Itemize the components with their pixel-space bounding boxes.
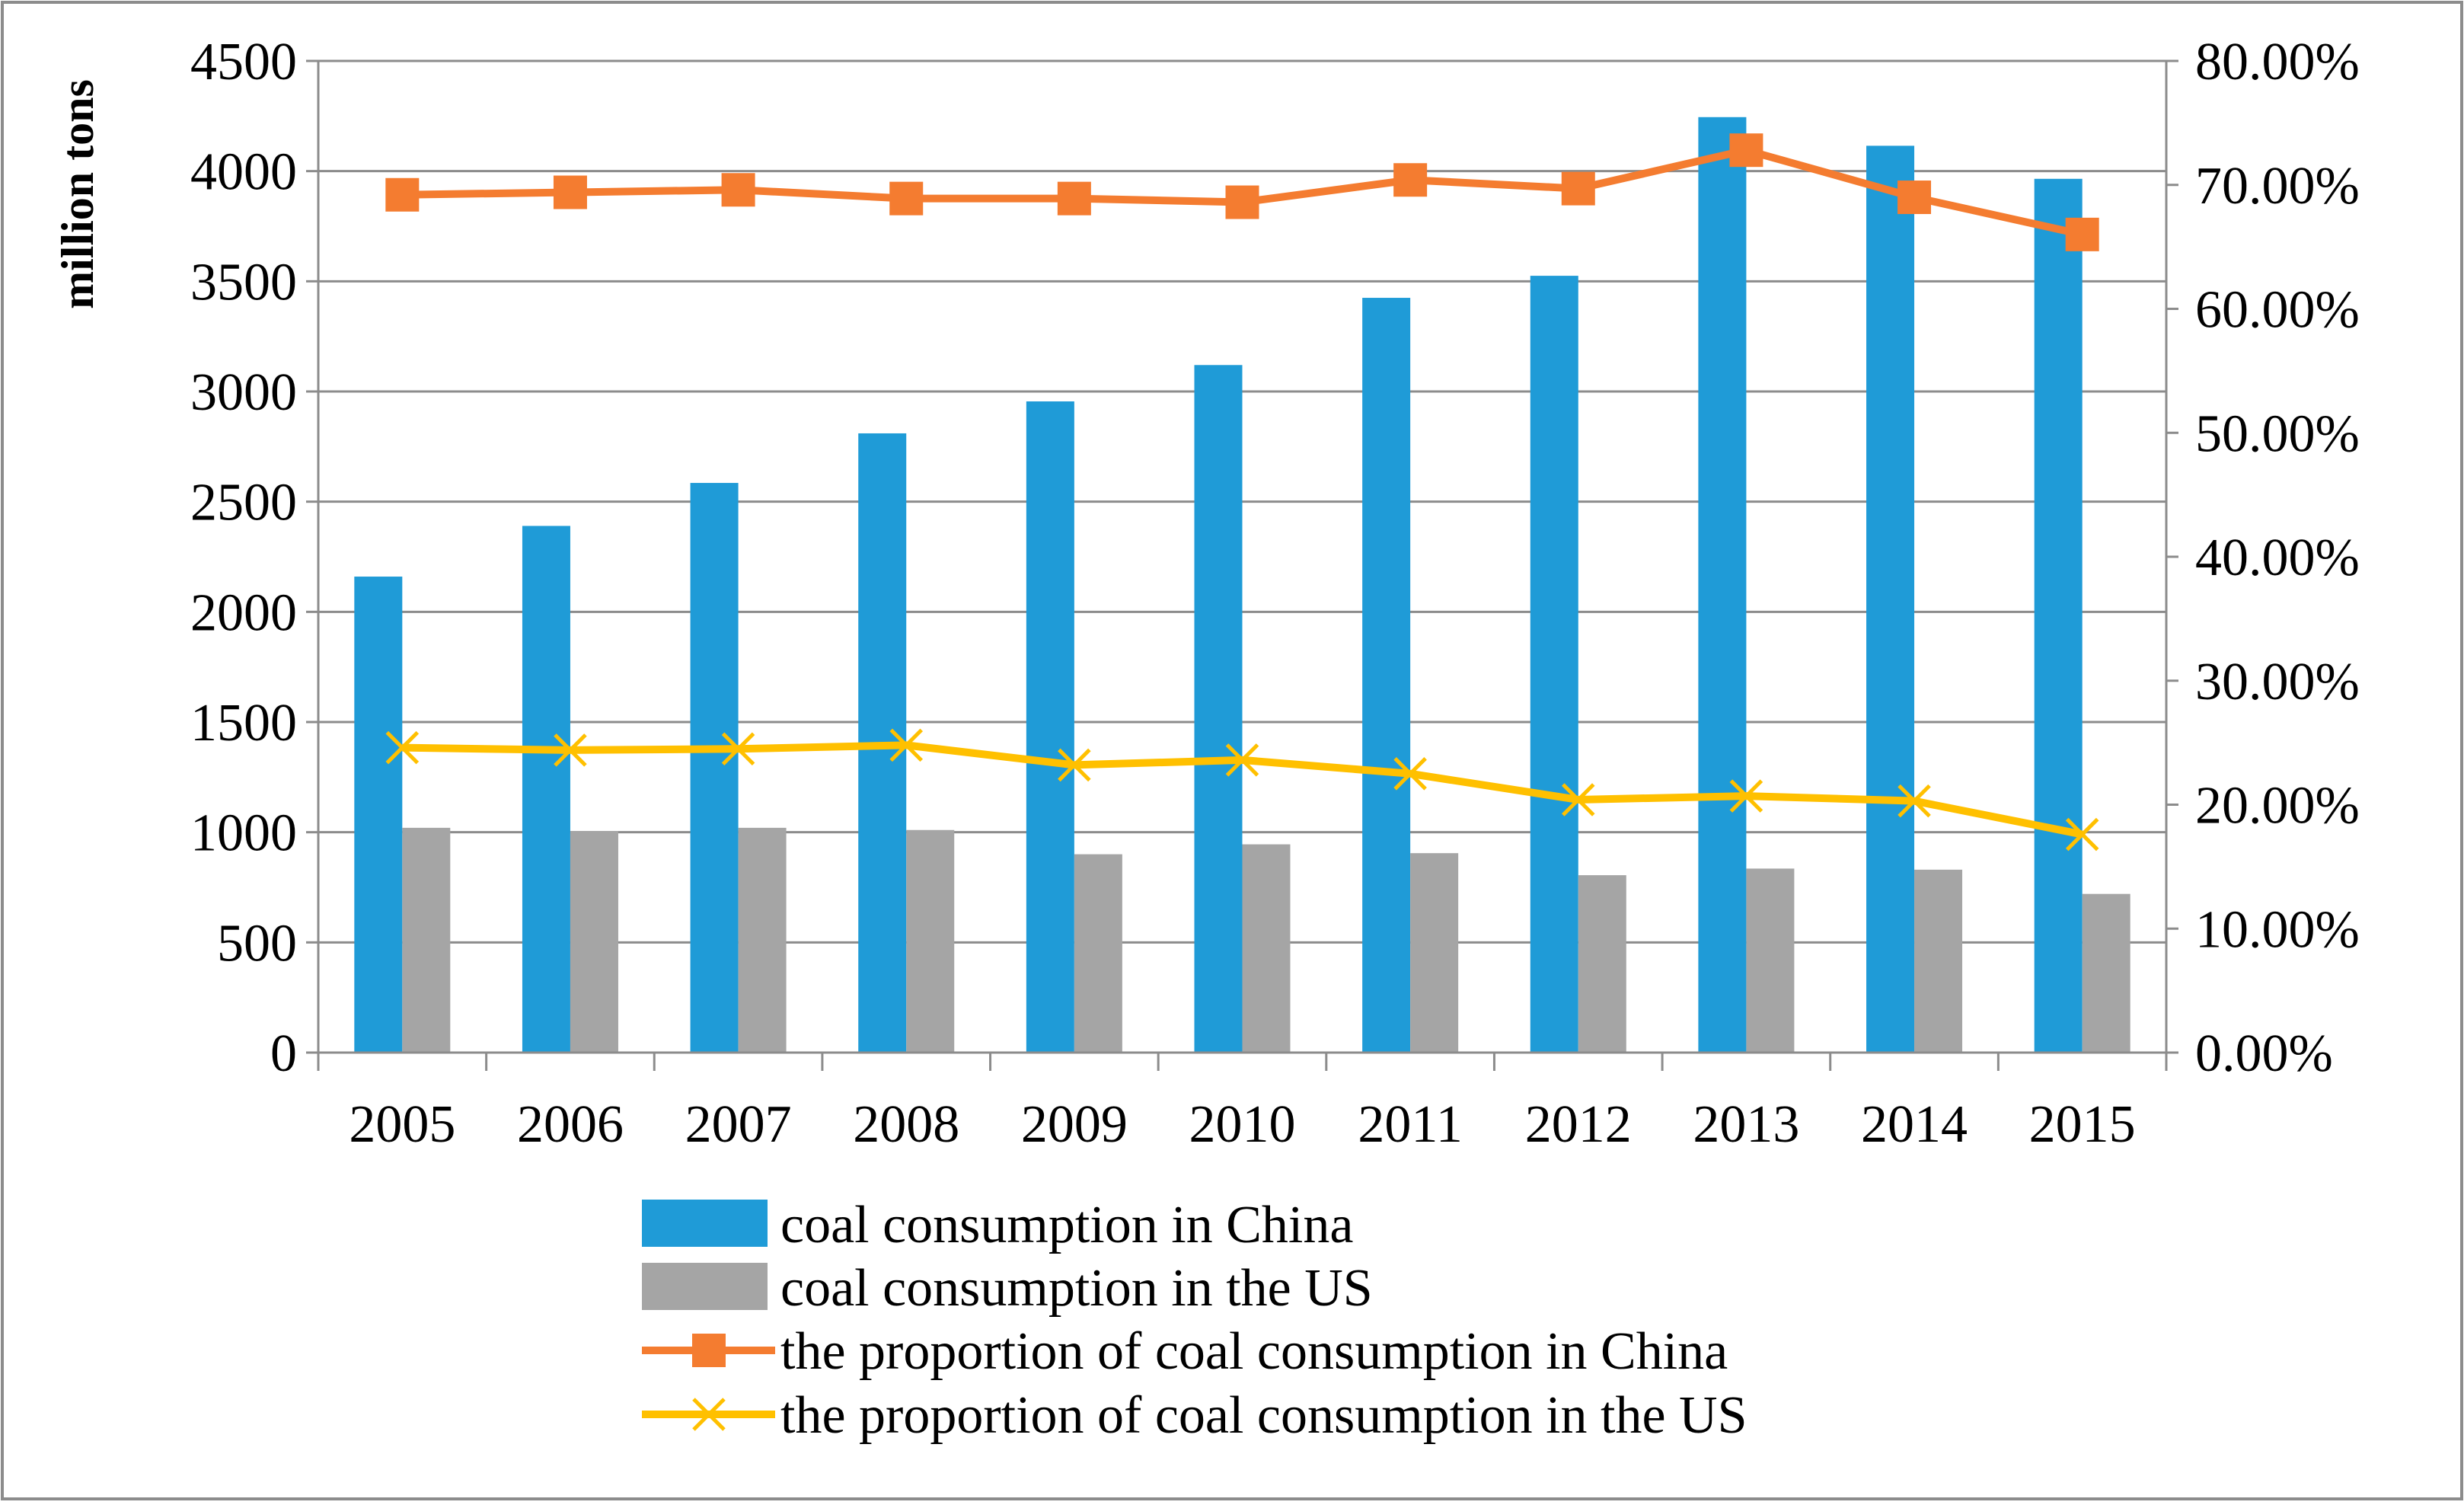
y-left-tick-label: 2000 xyxy=(190,583,297,642)
marker-china-proportion xyxy=(2065,217,2099,251)
y-right-tick-label: 20.00% xyxy=(2195,777,2360,836)
bar-china xyxy=(1530,276,1578,1053)
x-tick-label: 2015 xyxy=(2029,1095,2136,1154)
x-tick-label: 2012 xyxy=(1525,1095,1632,1154)
bar-us xyxy=(1578,875,1626,1053)
x-tick-label: 2009 xyxy=(1021,1095,1128,1154)
bar-china xyxy=(354,577,403,1053)
bar-us xyxy=(906,829,955,1053)
marker-china-proportion xyxy=(385,177,420,212)
marker-us-proportion xyxy=(1225,743,1259,777)
bar-china xyxy=(1194,365,1243,1053)
y-right-tick-label: 60.00% xyxy=(2195,281,2360,340)
bar-us xyxy=(1242,844,1291,1053)
y-left-tick-label: 3000 xyxy=(190,363,297,422)
marker-china-proportion xyxy=(1897,181,1932,215)
x-tick-label: 2005 xyxy=(349,1095,455,1154)
bar-us xyxy=(1914,869,1963,1053)
bar-us xyxy=(1410,853,1459,1053)
legend-marker xyxy=(692,1334,726,1367)
marker-china-proportion xyxy=(1225,185,1259,219)
bar-china xyxy=(1026,401,1074,1053)
x-tick-label: 2013 xyxy=(1693,1095,1799,1154)
marker-us-proportion xyxy=(721,732,755,766)
marker-china-proportion xyxy=(721,173,755,207)
x-tick-label: 2007 xyxy=(685,1095,792,1154)
y-right-tick-label: 30.00% xyxy=(2195,653,2360,711)
legend-swatch xyxy=(642,1200,768,1247)
bar-us xyxy=(1746,868,1795,1053)
legend-item: coal consumption in China xyxy=(642,1196,1353,1254)
y-right-tick-label: 70.00% xyxy=(2195,157,2360,216)
marker-us-proportion xyxy=(1393,757,1427,791)
marker-us-proportion xyxy=(554,733,587,767)
x-tick-label: 2010 xyxy=(1189,1095,1296,1154)
x-tick-label: 2011 xyxy=(1358,1095,1462,1154)
legend-label: the proportion of coal consumption in th… xyxy=(780,1386,1747,1445)
bar-china xyxy=(2034,178,2083,1053)
legend-item: the proportion of coal consumption in Ch… xyxy=(642,1322,1728,1381)
marker-us-proportion xyxy=(1729,779,1763,813)
y-left-tick-label: 500 xyxy=(217,914,297,973)
marker-china-proportion xyxy=(889,181,924,216)
bar-us xyxy=(738,827,787,1053)
x-tick-label: 2006 xyxy=(517,1095,624,1154)
y-left-tick-label: 2500 xyxy=(190,474,297,532)
legend-marker xyxy=(692,1398,726,1431)
x-tick-label: 2008 xyxy=(853,1095,959,1154)
y-axis-left-title: million tons xyxy=(53,79,103,309)
y-left-tick-label: 1500 xyxy=(190,694,297,752)
y-left-tick-label: 0 xyxy=(270,1024,297,1083)
legend-label: coal consumption in the US xyxy=(780,1259,1373,1318)
marker-china-proportion xyxy=(1561,171,1595,206)
legend-item: the proportion of coal consumption in th… xyxy=(642,1386,1747,1445)
x-tick-label: 2014 xyxy=(1861,1095,1968,1154)
bar-us xyxy=(2082,893,2130,1053)
marker-china-proportion xyxy=(1729,133,1763,168)
bar-china xyxy=(1362,298,1411,1053)
bar-china xyxy=(1866,145,1915,1053)
marker-us-proportion xyxy=(1058,748,1091,782)
marker-china-proportion xyxy=(1393,163,1428,197)
bar-china xyxy=(690,483,739,1053)
marker-us-proportion xyxy=(385,730,420,765)
y-right-tick-label: 80.00% xyxy=(2195,33,2360,91)
bar-china xyxy=(522,526,570,1053)
y-left-tick-label: 4000 xyxy=(190,143,297,202)
y-right-tick-label: 40.00% xyxy=(2195,529,2360,587)
bar-china xyxy=(1698,117,1747,1053)
bar-us xyxy=(1074,854,1122,1053)
marker-us-proportion xyxy=(889,728,923,762)
y-left-tick-label: 1000 xyxy=(190,804,297,863)
marker-us-proportion xyxy=(1897,784,1931,818)
bar-us xyxy=(570,831,618,1053)
legend-swatch xyxy=(642,1263,768,1310)
marker-us-proportion xyxy=(2065,817,2099,852)
y-right-tick-label: 0.00% xyxy=(2195,1024,2333,1083)
y-left-tick-label: 4500 xyxy=(190,33,297,91)
marker-china-proportion xyxy=(1057,181,1091,216)
axes: 0 500 1000 1500 2000 2500 3000 3500 4000 4500 0.00… xyxy=(190,33,2360,1154)
y-left-tick-label: 3500 xyxy=(190,253,297,312)
legend-item: coal consumption in the US xyxy=(642,1259,1373,1318)
legend-label: the proportion of coal consumption in Ch… xyxy=(780,1322,1728,1381)
marker-us-proportion xyxy=(1562,783,1595,816)
y-right-tick-label: 50.00% xyxy=(2195,404,2360,463)
marker-china-proportion xyxy=(553,175,587,209)
bar-us xyxy=(402,827,451,1053)
line-series xyxy=(385,133,2099,852)
legend-label: coal consumption in China xyxy=(780,1196,1353,1254)
y-right-tick-label: 10.00% xyxy=(2195,900,2360,959)
